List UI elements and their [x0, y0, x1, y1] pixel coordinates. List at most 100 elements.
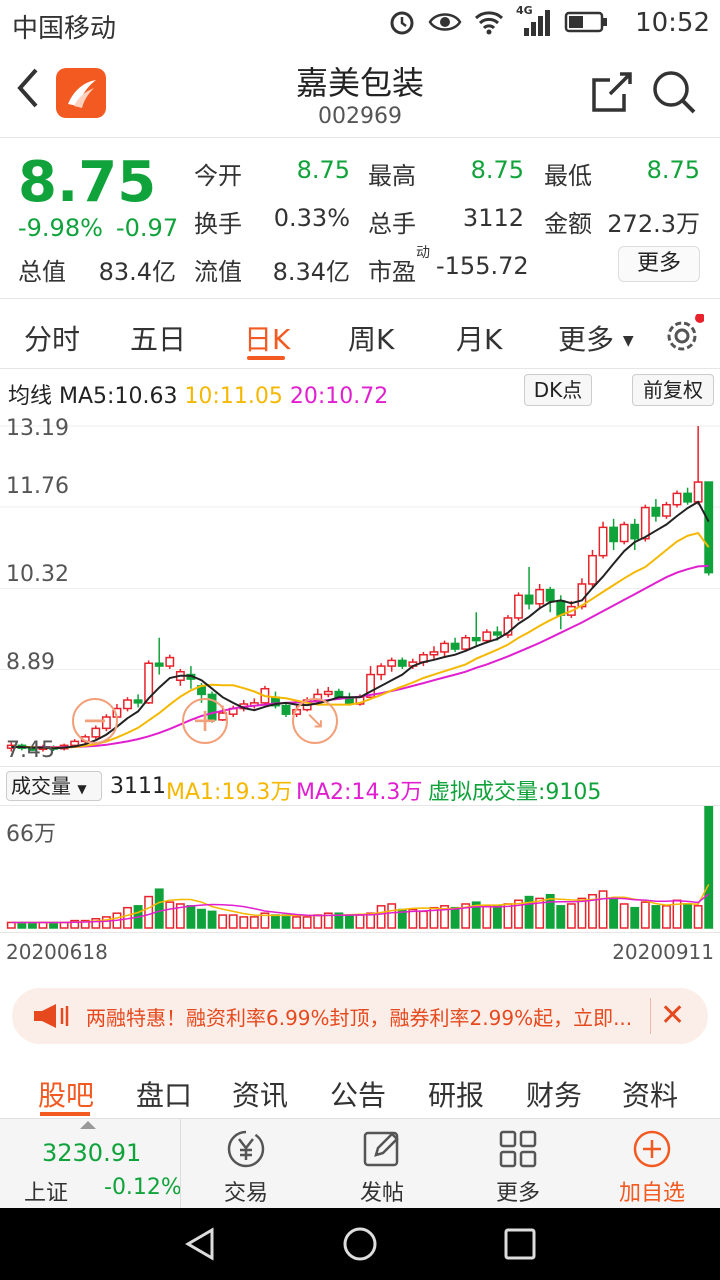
y-tick: 7.45: [6, 738, 55, 763]
tab-five-day[interactable]: 五日: [130, 323, 187, 356]
price-change: -0.97: [116, 214, 179, 242]
candle: [366, 673, 376, 698]
more-quote-button[interactable]: 更多: [618, 246, 700, 282]
volume-ma2-line: [11, 893, 710, 924]
trade-button[interactable]: 交易: [196, 1119, 296, 1209]
percent-change: -9.98%: [18, 214, 103, 242]
volume-bar: [197, 908, 206, 929]
volume-bar: [408, 908, 418, 929]
amount-value: 272.3万: [607, 210, 700, 238]
add-watchlist-button[interactable]: 加自选: [602, 1119, 702, 1209]
wifi-icon: [474, 11, 504, 35]
candle: [482, 631, 492, 642]
plus-icon: +: [191, 701, 219, 739]
share-button[interactable]: [590, 70, 634, 118]
volume-bar: [302, 916, 312, 929]
tab-finance[interactable]: 财务: [526, 1079, 583, 1112]
candle: [524, 594, 534, 605]
clock: 10:52: [635, 8, 710, 38]
candle: [598, 526, 608, 557]
app-logo-icon: [56, 68, 106, 118]
tab-profile[interactable]: 资料: [622, 1079, 679, 1112]
volume-bar: [450, 906, 460, 929]
back-button[interactable]: [14, 66, 40, 118]
tab-intraday[interactable]: 分时: [24, 323, 81, 356]
volume-bar: [218, 914, 228, 929]
arrow-down-right-icon: ↘: [304, 706, 326, 734]
add-circle-icon: [633, 1130, 671, 1168]
tab-research[interactable]: 研报: [428, 1079, 485, 1112]
ma5-value: MA5:10.63: [59, 384, 178, 409]
volume-bar: [577, 897, 587, 929]
volume-bar: [651, 905, 661, 929]
candle: [133, 699, 143, 704]
pe-label: 市盈: [368, 258, 416, 286]
active-subtab-indicator: [40, 1112, 90, 1116]
nav-home-icon[interactable]: [342, 1226, 378, 1262]
chart-settings-button[interactable]: [660, 313, 705, 362]
close-icon: ✕: [660, 998, 686, 1033]
tab-guba[interactable]: 股吧: [38, 1079, 95, 1112]
high-label: 最高: [368, 162, 416, 190]
tab-weekly-k[interactable]: 周K: [348, 323, 395, 356]
volume-max-label: 66万: [6, 822, 56, 847]
nav-recents-icon[interactable]: [502, 1226, 538, 1262]
index-widget[interactable]: 3230.91 上证 -0.12%: [0, 1119, 182, 1209]
more-button[interactable]: 更多: [468, 1119, 568, 1209]
tab-more-label: 更多: [558, 323, 615, 356]
tab-announcement[interactable]: 公告: [330, 1079, 387, 1112]
adjust-price-button[interactable]: 前复权: [632, 374, 714, 406]
add-watchlist-label: 加自选: [618, 1181, 685, 1206]
y-tick: 10.32: [6, 562, 69, 587]
tab-news[interactable]: 资讯: [232, 1079, 289, 1112]
post-button[interactable]: 发帖: [332, 1119, 432, 1209]
volume-bar: [323, 912, 333, 929]
tab-pankou[interactable]: 盘口: [136, 1079, 193, 1112]
turnover-value: 0.33%: [273, 204, 350, 232]
candle: [144, 662, 154, 704]
active-tab-indicator: [247, 356, 285, 360]
ma-label: 均线: [8, 384, 53, 409]
zoom-out-button[interactable]: −: [72, 698, 118, 744]
zoom-in-button[interactable]: +: [182, 698, 228, 744]
kline-chart[interactable]: [0, 406, 720, 764]
volume-bar: [440, 905, 449, 929]
volume-chart[interactable]: [0, 806, 720, 932]
volume-bar: [545, 893, 555, 929]
search-button[interactable]: [650, 68, 698, 120]
volume-bar: [704, 806, 714, 929]
edit-icon: [363, 1131, 399, 1167]
tab-daily-k[interactable]: 日K: [244, 323, 291, 356]
candle: [123, 699, 132, 710]
volume-bar: [630, 906, 640, 929]
candle: [70, 740, 80, 747]
ma5-line: [11, 500, 710, 750]
indicator-select[interactable]: 成交量 ▼: [6, 771, 102, 801]
status-icons: 4G: [388, 4, 608, 36]
candle: [661, 503, 671, 517]
system-nav-bar: [0, 1208, 720, 1280]
tab-monthly-k[interactable]: 月K: [456, 323, 503, 356]
jump-latest-button[interactable]: ↘: [292, 698, 338, 744]
tab-more[interactable]: 更多 ▼: [558, 318, 634, 358]
volume-bar: [292, 916, 302, 929]
index-value: 3230.91: [42, 1139, 142, 1167]
volume-bar: [27, 921, 37, 929]
candle: [704, 481, 714, 574]
volume-bar: [344, 914, 354, 929]
volume-bar: [556, 905, 566, 929]
high-value: 8.75: [470, 156, 524, 184]
nav-back-icon[interactable]: [182, 1226, 218, 1262]
volume-bar: [313, 914, 323, 929]
promo-close-button[interactable]: ✕: [660, 998, 685, 1033]
pe-superscript: 动: [416, 245, 430, 261]
candle: [545, 588, 555, 602]
candle: [683, 492, 693, 503]
candle: [323, 690, 333, 696]
promo-banner[interactable]: 两融特惠！融资利率6.99%封顶，融券利率2.99%起，立即... ✕: [12, 988, 708, 1044]
candle: [397, 659, 407, 667]
low-label: 最低: [544, 162, 592, 190]
stock-code: 002969: [318, 104, 402, 129]
volume-bar: [70, 919, 80, 929]
dk-point-button[interactable]: DK点: [524, 374, 592, 406]
